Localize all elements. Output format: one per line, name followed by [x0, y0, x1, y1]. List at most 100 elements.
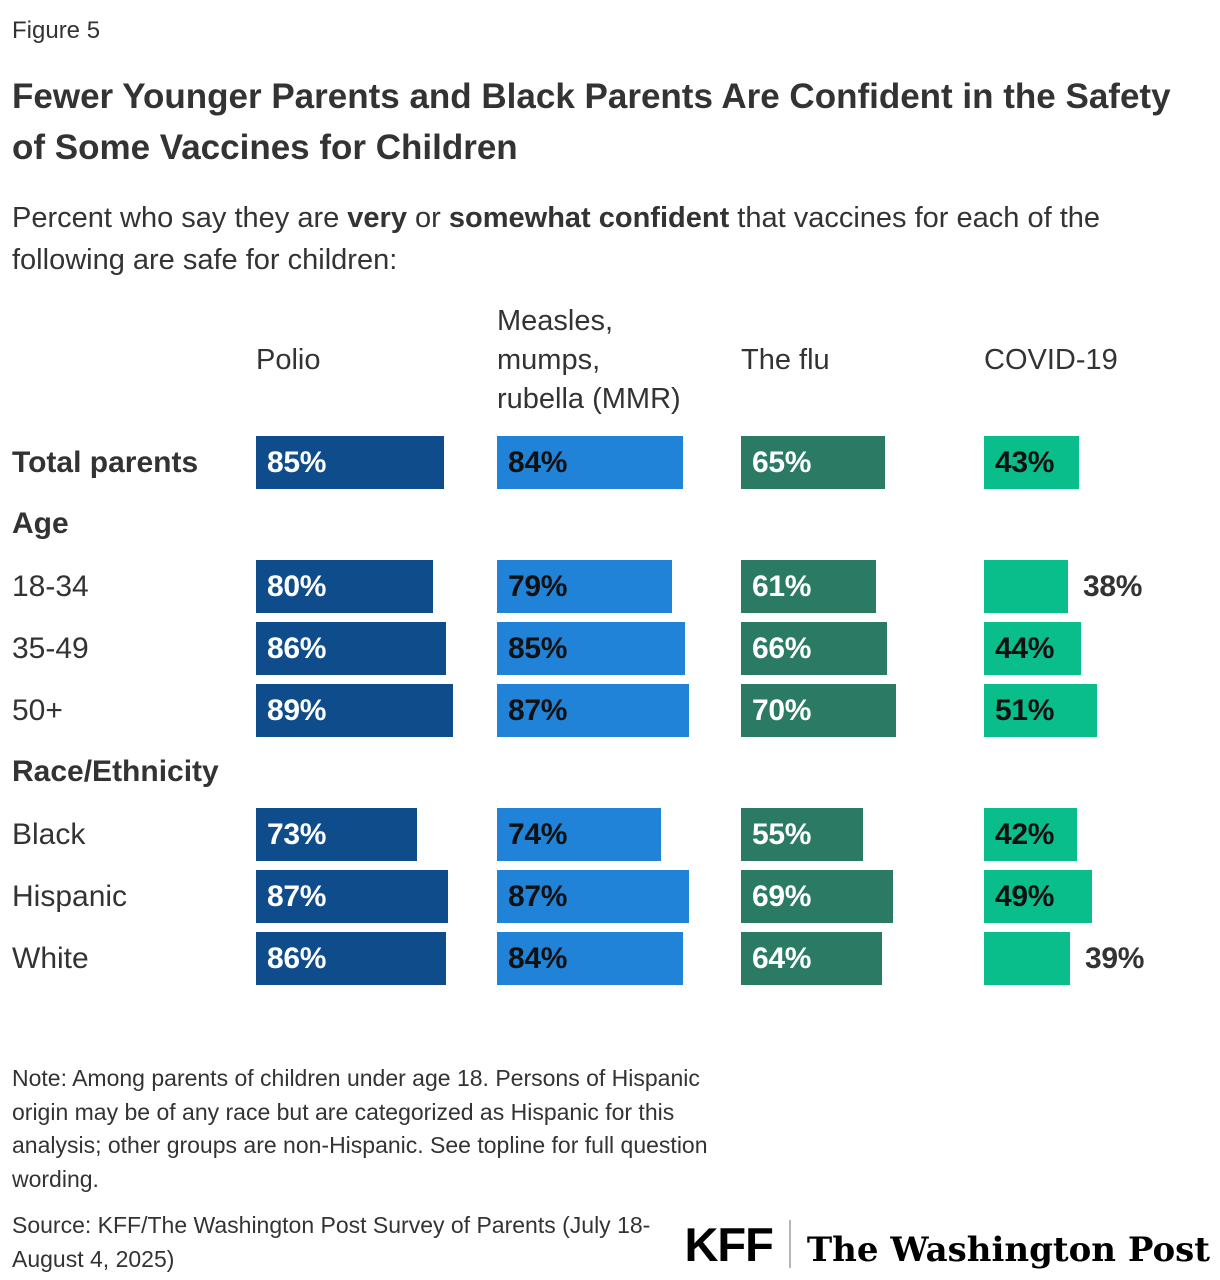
column-header-covid-19: COVID-19 — [984, 344, 1118, 376]
bar-black-covid-19: 42% — [984, 808, 1077, 861]
bar-cell-35-49-covid-19: 44% — [984, 622, 1210, 675]
bar-value-label: 89% — [267, 693, 327, 727]
subtitle-bold-segment: very — [347, 202, 407, 234]
bar-50-polio: 89% — [256, 684, 453, 737]
bar-black-polio: 73% — [256, 808, 417, 861]
chart-row-35-49: 35-49 86% 85% 66% 44% — [12, 622, 1210, 675]
section-heading-race-ethnicity: Race/Ethnicity — [12, 755, 219, 788]
kff-logo: KFF — [684, 1218, 773, 1271]
bar-value-label: 86% — [267, 631, 327, 665]
bar-value-label: 65% — [752, 445, 812, 479]
bar-cell-50-the-flu: 70% — [741, 684, 984, 737]
bar-cell-white-the-flu: 64% — [741, 932, 984, 985]
column-header-polio: Polio — [256, 344, 321, 376]
bar-cell-35-49-measles: 85% — [497, 622, 741, 675]
row-label-cell-18-34: 18-34 — [12, 560, 256, 613]
bar-value-label: 87% — [267, 879, 327, 913]
bar-cell-white-measles: 84% — [497, 932, 741, 985]
subtitle-segment: or — [406, 202, 449, 234]
subtitle-segment: Percent who say they are — [12, 202, 348, 234]
bar-35-49-the-flu: 66% — [741, 622, 887, 675]
bar-value-label: 38% — [1083, 569, 1143, 603]
row-label-hispanic: Hispanic — [12, 879, 128, 913]
bar-35-49-covid-19: 44% — [984, 622, 1081, 675]
vaccine-confidence-chart: Polio Measles, mumps, rubella (MMR) The fl… — [12, 302, 1210, 985]
bar-value-label: 51% — [995, 693, 1055, 727]
washington-post-logo: The Washington Post — [806, 1230, 1210, 1270]
page-title: Fewer Younger Parents and Black Parents … — [12, 77, 1171, 167]
bar-cell-18-34-the-flu: 61% — [741, 560, 984, 613]
bar-35-49-polio: 86% — [256, 622, 446, 675]
section-heading-age: Age — [12, 507, 69, 540]
bar-50-the-flu: 70% — [741, 684, 896, 737]
bar-value-label: 74% — [508, 817, 568, 851]
bar-value-label: 85% — [508, 631, 568, 665]
bar-value-label: 61% — [752, 569, 812, 603]
bar-cell-black-measles: 74% — [497, 808, 741, 861]
bar-value-label: 85% — [267, 445, 327, 479]
bar-value-label: 79% — [508, 569, 568, 603]
bar-value-label: 66% — [752, 631, 812, 665]
bar-total-parents-polio: 85% — [256, 436, 444, 489]
bar-cell-18-34-polio: 80% — [256, 560, 497, 613]
row-label-cell-black: Black — [12, 808, 256, 861]
bar-cell-hispanic-the-flu: 69% — [741, 870, 984, 923]
bar-value-label: 42% — [995, 817, 1055, 851]
column-header-cell-measles: Measles, mumps, rubella (MMR) — [497, 302, 741, 419]
bar-value-label: 55% — [752, 817, 812, 851]
bar-cell-35-49-polio: 86% — [256, 622, 497, 675]
bar-cell-hispanic-covid-19: 49% — [984, 870, 1210, 923]
bar-cell-18-34-measles: 79% — [497, 560, 741, 613]
bar-value-label: 87% — [508, 879, 568, 913]
column-header-cell-polio: Polio — [256, 302, 497, 419]
bar-hispanic-the-flu: 69% — [741, 870, 893, 923]
bar-black-the-flu: 55% — [741, 808, 863, 861]
bar-value-label: 69% — [752, 879, 812, 913]
row-label-black: Black — [12, 817, 86, 851]
bar-value-label: 70% — [752, 693, 812, 727]
chart-row-50: 50+ 89% 87% 70% 51% — [12, 684, 1210, 737]
row-label-cell-35-49: 35-49 — [12, 622, 256, 675]
bar-cell-total-parents-polio: 85% — [256, 436, 497, 489]
bar-white-polio: 86% — [256, 932, 446, 985]
row-label-cell-white: White — [12, 932, 256, 985]
subtitle-segment: that vaccines for each of the following … — [12, 202, 1101, 276]
bar-value-label: 44% — [995, 631, 1055, 665]
bar-white-the-flu: 64% — [741, 932, 882, 985]
bar-white-measles: 84% — [497, 932, 683, 985]
chart-row-total-parents: Total parents 85% 84% 65% 43% — [12, 436, 1210, 489]
bar-cell-hispanic-measles: 87% — [497, 870, 741, 923]
bar-cell-total-parents-the-flu: 65% — [741, 436, 984, 489]
bar-value-label: 73% — [267, 817, 327, 851]
bar-value-label: 80% — [267, 569, 327, 603]
bar-cell-total-parents-measles: 84% — [497, 436, 741, 489]
logos: KFF The Washington Post — [684, 1217, 1210, 1276]
chart-row-white: White 86% 84% 64% 39% — [12, 932, 1210, 985]
bar-cell-black-covid-19: 42% — [984, 808, 1210, 861]
chart-row-18-34: 18-34 80% 79% 61% 38% — [12, 560, 1210, 613]
bar-value-label: 43% — [995, 445, 1055, 479]
source-text: Source: KFF/The Washington Post Survey o… — [12, 1212, 651, 1272]
bar-total-parents-measles: 84% — [497, 436, 683, 489]
bar-cell-50-polio: 89% — [256, 684, 497, 737]
bar-value-label: 39% — [1085, 941, 1145, 975]
bar-35-49-measles: 85% — [497, 622, 685, 675]
bar-cell-18-34-covid-19: 38% — [984, 560, 1210, 613]
row-label-18-34: 18-34 — [12, 569, 89, 603]
note-text: Note: Among parents of children under ag… — [12, 1065, 708, 1192]
footer: Source: KFF/The Washington Post Survey o… — [12, 1209, 1210, 1276]
bar-hispanic-measles: 87% — [497, 870, 689, 923]
column-header-row: Polio Measles, mumps, rubella (MMR) The fl… — [12, 302, 1210, 419]
bar-18-34-covid-19 — [984, 560, 1068, 613]
figure-label: Figure 5 — [12, 17, 101, 44]
bar-value-label: 49% — [995, 879, 1055, 913]
row-label-cell-total-parents: Total parents — [12, 436, 256, 489]
bar-white-covid-19 — [984, 932, 1070, 985]
bar-cell-total-parents-covid-19: 43% — [984, 436, 1210, 489]
row-label-cell-50: 50+ — [12, 684, 256, 737]
figure-subtitle: Percent who say they are very or somewha… — [12, 197, 1197, 281]
bar-50-measles: 87% — [497, 684, 689, 737]
bar-cell-black-the-flu: 55% — [741, 808, 984, 861]
row-label-cell-hispanic: Hispanic — [12, 870, 256, 923]
bar-value-label: 87% — [508, 693, 568, 727]
